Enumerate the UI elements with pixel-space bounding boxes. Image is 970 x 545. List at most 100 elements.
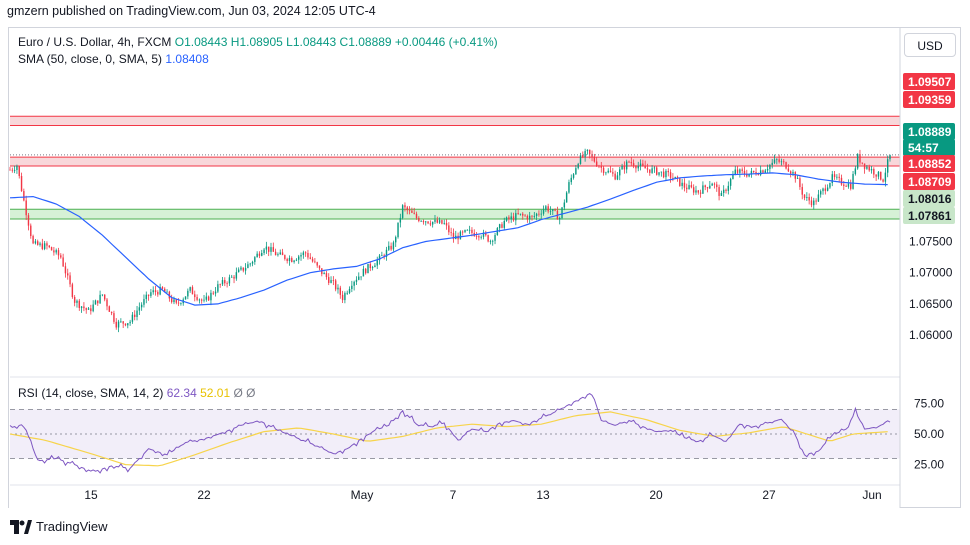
candle-body bbox=[750, 170, 753, 175]
candle-body bbox=[718, 187, 720, 196]
candle-body bbox=[161, 286, 164, 289]
candle-body bbox=[639, 163, 642, 166]
candle-body bbox=[330, 280, 332, 283]
candle-body bbox=[408, 210, 411, 212]
candle-body bbox=[50, 247, 53, 251]
rsi-axis: 25.00 50.00 75.00 bbox=[914, 396, 944, 471]
candle-body bbox=[413, 212, 415, 214]
candle-body bbox=[323, 273, 325, 275]
candle-body bbox=[249, 263, 251, 265]
candle-body bbox=[20, 176, 23, 192]
candle-body bbox=[41, 243, 44, 249]
candle-body bbox=[198, 299, 201, 301]
x-axis: 15 22 May 7 13 20 27 Jun bbox=[10, 484, 900, 502]
candle-body bbox=[711, 183, 713, 186]
price-label-box bbox=[903, 123, 955, 140]
candle-body bbox=[97, 300, 99, 304]
candle-body bbox=[570, 177, 572, 183]
candle-body bbox=[16, 166, 18, 170]
candle-body bbox=[856, 154, 859, 169]
candle-body bbox=[367, 264, 369, 274]
candle-body bbox=[478, 236, 480, 238]
candle-body bbox=[228, 277, 231, 284]
sma-line bbox=[9, 172, 888, 306]
publisher-line: gmzern published on TradingView.com, Jun… bbox=[7, 4, 376, 18]
candle-body bbox=[778, 159, 780, 162]
candle-body bbox=[291, 258, 293, 263]
candle-body bbox=[632, 163, 635, 167]
candle-body bbox=[850, 183, 852, 189]
candle-body bbox=[307, 252, 309, 258]
candle-body bbox=[157, 292, 159, 295]
candle-body bbox=[628, 161, 630, 163]
candle-body bbox=[295, 259, 298, 261]
candle-body bbox=[847, 183, 850, 187]
candle-body bbox=[609, 170, 612, 173]
candle-body bbox=[674, 176, 676, 179]
symbol-name[interactable]: Euro / U.S. Dollar, 4h, FXCM bbox=[18, 35, 172, 49]
candle-body bbox=[565, 192, 568, 203]
candle-body bbox=[859, 154, 861, 163]
candle-body bbox=[203, 299, 205, 301]
candle-body bbox=[106, 299, 108, 307]
candle-body bbox=[762, 170, 764, 173]
candle-body bbox=[799, 178, 801, 188]
candle-body bbox=[263, 249, 265, 253]
candle-body bbox=[863, 163, 866, 169]
candle-body bbox=[757, 174, 760, 176]
candle-body bbox=[341, 294, 344, 301]
candle-body bbox=[11, 169, 14, 171]
price-label-countdown: 54:57 bbox=[908, 141, 939, 155]
candle-body bbox=[369, 264, 372, 269]
candle-body bbox=[734, 169, 736, 175]
candle-body bbox=[868, 166, 870, 171]
rsi-tick-label: 25.00 bbox=[914, 458, 944, 472]
candle-body bbox=[166, 291, 168, 293]
candle-body bbox=[277, 254, 279, 256]
candle-body bbox=[34, 241, 37, 244]
candle-body bbox=[688, 185, 690, 190]
candle-body bbox=[614, 173, 616, 180]
rsi-line bbox=[9, 393, 891, 474]
price-label-last-price: 1.08889 bbox=[908, 125, 952, 139]
candle-body bbox=[136, 310, 138, 317]
candle-body bbox=[316, 262, 318, 266]
tradingview-brand[interactable]: TradingView bbox=[10, 519, 108, 534]
candle-body bbox=[441, 220, 443, 224]
candle-body bbox=[122, 321, 124, 324]
candle-body bbox=[489, 240, 492, 242]
currency-button[interactable]: USD bbox=[904, 33, 956, 57]
candle-body bbox=[13, 169, 16, 171]
candle-body bbox=[826, 187, 829, 191]
candle-body bbox=[55, 250, 57, 253]
candle-body bbox=[695, 190, 697, 193]
sma-legend[interactable]: SMA (50, close, 0, SMA, 5) 1.08408 bbox=[18, 52, 209, 66]
candle-body bbox=[434, 219, 436, 222]
rsi-legend[interactable]: RSI (14, close, SMA, 14, 2) 62.34 52.01 … bbox=[18, 386, 256, 400]
candle-body bbox=[127, 323, 129, 326]
candle-body bbox=[147, 294, 150, 296]
support-zone bbox=[10, 209, 900, 219]
price-label-box bbox=[903, 91, 955, 108]
candle-body bbox=[586, 149, 589, 152]
candle-body bbox=[37, 241, 39, 245]
candle-body bbox=[845, 185, 847, 187]
candle-body bbox=[679, 178, 681, 187]
candle-body bbox=[690, 185, 693, 188]
y-tick-label: 1.06500 bbox=[909, 297, 953, 311]
rsi-ma-value: 52.01 bbox=[200, 386, 231, 400]
price-label-zone-bottom: 1.08709 bbox=[908, 175, 952, 189]
candle-body bbox=[692, 187, 695, 193]
price-label-zone-top: 1.08016 bbox=[908, 192, 952, 206]
candle-body bbox=[200, 299, 203, 301]
candle-body bbox=[759, 170, 762, 175]
price-label-box bbox=[903, 155, 955, 172]
symbol-legend: Euro / U.S. Dollar, 4h, FXCM O1.08443 H1… bbox=[18, 35, 498, 49]
candle-body bbox=[866, 166, 868, 169]
candle-body bbox=[385, 249, 388, 257]
candle-body bbox=[337, 287, 339, 290]
candle-body bbox=[466, 229, 469, 231]
candle-body bbox=[117, 321, 120, 328]
candle-body bbox=[870, 169, 873, 171]
